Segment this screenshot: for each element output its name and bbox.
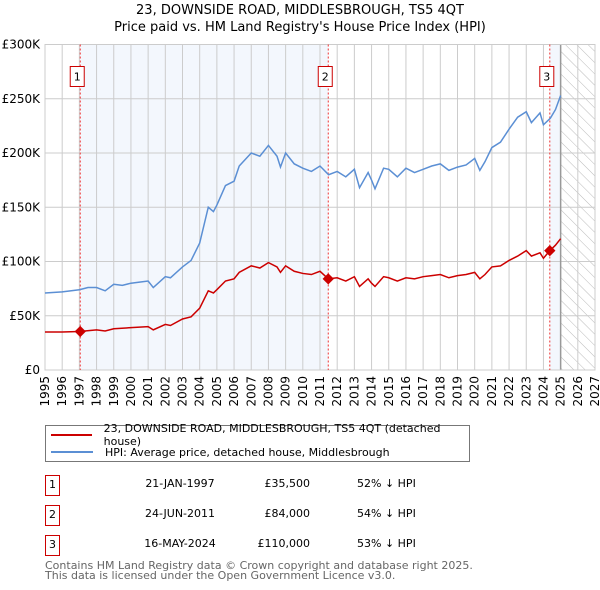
x-tick-label: 2012: [330, 376, 344, 407]
plot-frame: [44, 44, 596, 371]
price-chart: 1995 1996 1997 1998 1999 2000 2001 2002 2003 2004…: [2, 38, 600, 407]
x-tick-label: 2007: [244, 376, 258, 407]
sale-point: [544, 244, 556, 257]
x-tick-label: 2018: [433, 376, 447, 407]
sale-marker-badge: 2: [45, 505, 60, 526]
sale-hpi-diff: 52% ↓ HPI: [357, 477, 416, 490]
x-tick-label: 1997: [72, 376, 86, 407]
y-tick-label: £150K: [2, 200, 42, 214]
legend-label: HPI: Average price, detached house, Midd…: [105, 445, 390, 459]
sale-row: 2 24-JUN-2011 £84,000 54% ↓ HPI: [45, 505, 465, 526]
sale-label-box: [317, 66, 333, 87]
x-tick-label: 2022: [502, 376, 516, 407]
x-tick-label: 2019: [451, 376, 465, 407]
sale-label-box: [69, 66, 85, 87]
sale-price: £35,500: [264, 477, 311, 490]
x-tick-label: 2002: [158, 376, 172, 407]
x-tick-label: 1995: [38, 376, 52, 407]
y-tick-label: £100K: [2, 255, 42, 269]
sale-label: 2: [322, 71, 329, 84]
sale-point: [322, 273, 334, 285]
y-tick-label: £300K: [2, 38, 42, 52]
y-tick-label: £0: [25, 363, 40, 377]
legend-item-hpi: HPI: Average price, detached house, Midd…: [46, 444, 390, 460]
x-tick-label: 2003: [176, 376, 190, 407]
x-tick-label: 2006: [227, 376, 241, 407]
red-line-swatch: [51, 434, 92, 436]
x-tick-label: 2026: [571, 376, 585, 407]
chart-title: 23, DOWNSIDE ROAD, MIDDLESBROUGH, TS5 4Q…: [136, 3, 464, 18]
legend: 23, DOWNSIDE ROAD, MIDDLESBROUGH, TS5 4Q…: [45, 422, 470, 462]
x-tick-label: 2017: [416, 376, 430, 407]
sale-date: 24-JUN-2011: [144, 507, 216, 520]
sale-date: 21-JAN-1997: [145, 477, 215, 490]
sale-hpi-diff: 54% ↓ HPI: [357, 507, 416, 520]
sale-price: £84,000: [264, 507, 311, 520]
footer-line: This data is licensed under the Open Gov…: [45, 569, 396, 582]
footer: Contains HM Land Registry data © Crown c…: [45, 559, 473, 582]
x-tick-label: 2010: [296, 376, 310, 407]
x-tick-label: 1998: [90, 376, 104, 407]
x-tick-label: 2025: [554, 376, 568, 407]
sale-marker-badge: 1: [45, 475, 60, 496]
x-tick-label: 2013: [347, 376, 361, 407]
sale-price: £110,000: [257, 537, 311, 550]
chart-subtitle: Price paid vs. HM Land Registry's House …: [114, 20, 486, 35]
sale-label: 1: [74, 71, 81, 84]
x-tick-label: 2005: [210, 376, 224, 407]
x-tick-label: 2008: [261, 376, 275, 407]
sale-row: 3 16-MAY-2024 £110,000 53% ↓ HPI: [45, 535, 465, 556]
series-line: [45, 238, 562, 333]
x-tick-label: 2023: [519, 376, 533, 407]
sale-marker-badge: 3: [45, 535, 60, 556]
y-tick-label: £50K: [9, 309, 41, 323]
sale-label: 3: [543, 71, 550, 84]
x-tick-label: 2024: [536, 376, 550, 407]
series-line: [44, 95, 562, 294]
footer-line: Contains HM Land Registry data © Crown c…: [45, 559, 473, 572]
x-tick-label: 1999: [107, 376, 121, 407]
blue-line-swatch: [51, 451, 93, 453]
x-tick-label: 1996: [55, 376, 69, 407]
x-tick-label: 2001: [141, 376, 155, 407]
y-tick-label: £250K: [2, 92, 42, 106]
legend-label: 23, DOWNSIDE ROAD, MIDDLESBROUGH, TS5 4Q…: [103, 422, 441, 448]
x-tick-label: 2011: [313, 376, 327, 407]
sale-label-box: [539, 66, 555, 87]
x-tick-label: 2021: [485, 376, 499, 407]
sale-hpi-diff: 53% ↓ HPI: [357, 537, 416, 550]
x-tick-label: 2015: [382, 376, 396, 407]
x-tick-label: 2020: [468, 376, 482, 407]
x-tick-label: 2004: [193, 376, 207, 407]
sale-date: 16-MAY-2024: [144, 537, 216, 550]
sale-row: 1 21-JAN-1997 £35,500 52% ↓ HPI: [45, 475, 465, 496]
y-tick-label: £200K: [2, 146, 42, 160]
x-tick-label: 2027: [588, 376, 600, 407]
x-tick-label: 2000: [124, 376, 138, 407]
x-tick-label: 2014: [365, 376, 379, 407]
legend-item-property: 23, DOWNSIDE ROAD, MIDDLESBROUGH, TS5 4Q…: [46, 422, 469, 448]
x-tick-label: 2009: [279, 376, 293, 407]
x-tick-label: 2016: [399, 376, 413, 407]
